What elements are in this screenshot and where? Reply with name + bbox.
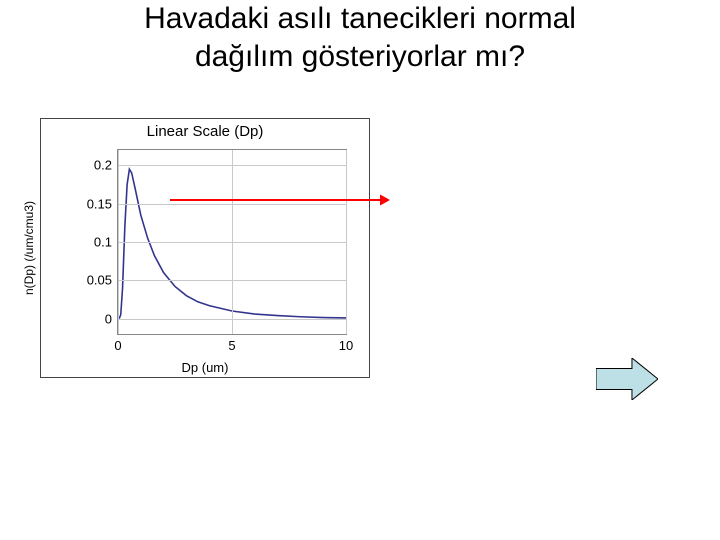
next-arrow-icon[interactable]: [596, 358, 658, 400]
peak-indicator-arrow: [0, 0, 720, 540]
